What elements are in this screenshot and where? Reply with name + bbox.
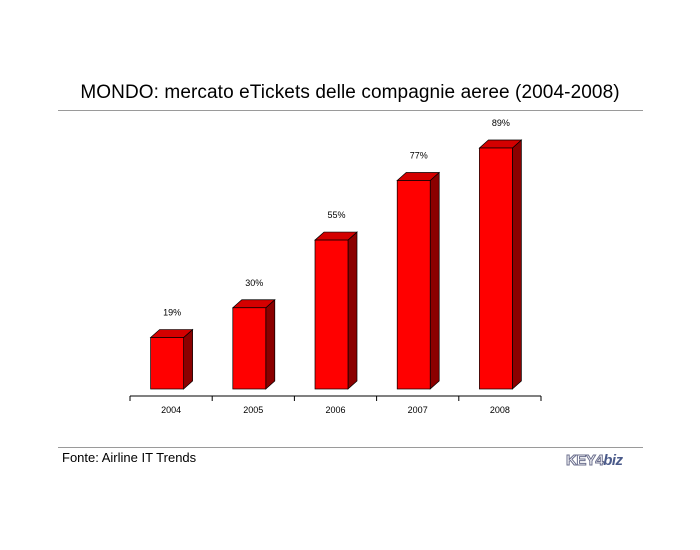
bar-side xyxy=(347,231,358,390)
x-tick-label-2005: 2005 xyxy=(243,405,263,415)
bar-2005 xyxy=(231,298,276,390)
bar-side xyxy=(265,298,276,390)
x-tick-label-2006: 2006 xyxy=(325,405,345,415)
source-note: Fonte: Airline IT Trends xyxy=(62,450,197,465)
data-label-2004: 19% xyxy=(163,308,181,318)
bar-side xyxy=(512,139,522,390)
x-tick-label-2004: 2004 xyxy=(161,405,181,415)
bar-side xyxy=(183,328,193,390)
bar-front xyxy=(479,147,513,390)
data-label-2006: 55% xyxy=(327,210,345,220)
labels-group: 19% 2004 30% 2005 55% 2006 77% 2007 89% 2008 xyxy=(161,118,510,415)
bar-2007 xyxy=(396,171,441,390)
chart-title: MONDO: mercato eTickets delle compagnie … xyxy=(80,82,620,103)
x-axis xyxy=(129,395,542,401)
bar-front xyxy=(396,180,431,390)
key4biz-logo: KEY4biz xyxy=(565,452,623,470)
bars-group xyxy=(149,139,523,390)
data-label-2008: 89% xyxy=(492,118,510,128)
footer-divider xyxy=(58,447,643,448)
data-label-2005: 30% xyxy=(245,278,263,288)
data-label-2007: 77% xyxy=(410,150,428,160)
x-tick-label-2008: 2008 xyxy=(490,405,510,415)
bar-front xyxy=(232,307,267,390)
bar-front xyxy=(150,337,184,390)
bar-2006 xyxy=(314,231,358,390)
bar-front xyxy=(314,239,349,390)
bar-2008 xyxy=(478,139,523,390)
x-tick-label-2007: 2007 xyxy=(408,405,428,415)
title-divider xyxy=(58,110,643,111)
bar-side xyxy=(429,171,440,390)
bar-2004 xyxy=(149,328,194,390)
